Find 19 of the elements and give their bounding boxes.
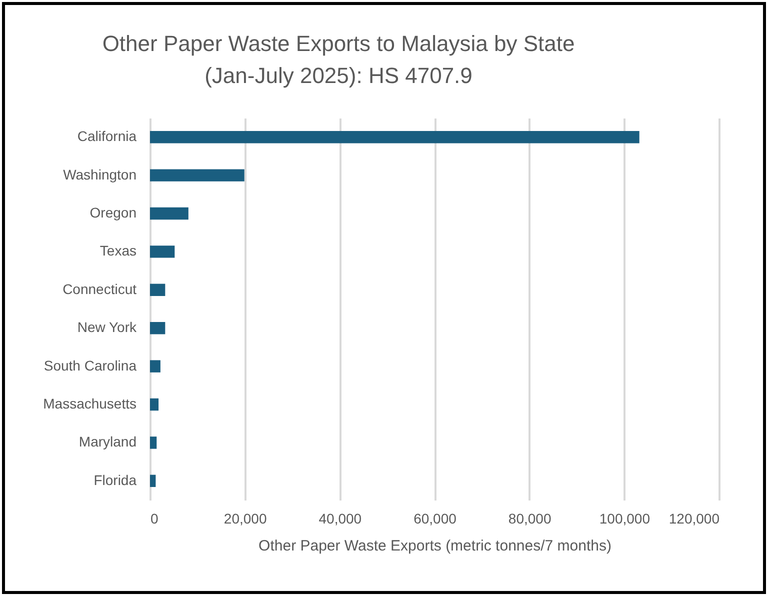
x-tick-label: 120,000 (668, 510, 720, 526)
y-tick-label: Florida (94, 472, 137, 488)
y-tick-label: Connecticut (62, 280, 137, 297)
y-tick-label: Maryland (78, 434, 136, 450)
x-tick-label: 60,000 (414, 510, 457, 526)
y-tick-label: Oregon (90, 204, 136, 220)
y-tick-label: South Carolina (44, 357, 137, 374)
x-axis-title: Other Paper Waste Exports (metric tonnes/7 months) (258, 538, 612, 554)
x-tick-label: 40,000 (318, 510, 362, 526)
y-tick-label: Washington (63, 166, 136, 182)
x-tick-label: 80,000 (508, 510, 552, 526)
chart-title: Other Paper Waste Exports to Malaysia by State (Jan-July 2025): HS 4707.9 (102, 31, 575, 88)
y-tick-label: New York (77, 319, 138, 336)
x-tick-label: 0 (150, 510, 158, 526)
y-tick-label: Texas (100, 242, 136, 259)
x-tick-label: 100,000 (599, 510, 650, 526)
y-tick-label: California (77, 128, 137, 144)
y-tick-label: Massachusetts (43, 396, 136, 412)
x-tick-label: 20,000 (224, 510, 267, 526)
